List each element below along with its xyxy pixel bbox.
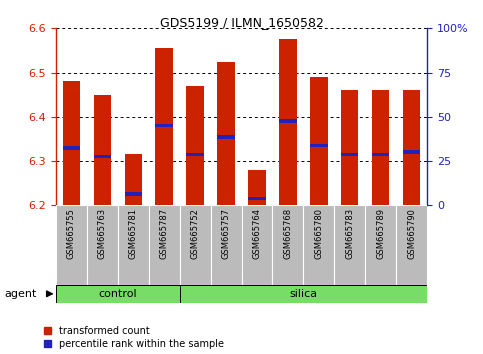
- Bar: [248, 197, 266, 200]
- Bar: [156, 124, 172, 127]
- Bar: [156, 48, 172, 205]
- Legend: transformed count, percentile rank within the sample: transformed count, percentile rank withi…: [43, 326, 224, 349]
- Bar: [186, 153, 203, 156]
- Bar: [125, 193, 142, 196]
- Bar: [366, 205, 397, 285]
- Bar: [403, 150, 421, 154]
- Bar: [86, 205, 117, 285]
- Bar: [180, 285, 427, 303]
- Bar: [372, 90, 389, 205]
- Bar: [280, 119, 297, 123]
- Text: GSM665768: GSM665768: [284, 208, 293, 259]
- Bar: [403, 90, 421, 205]
- Bar: [94, 95, 111, 205]
- Text: GSM665764: GSM665764: [253, 208, 261, 259]
- Bar: [280, 39, 297, 205]
- Bar: [94, 155, 111, 158]
- Text: GSM665790: GSM665790: [408, 208, 416, 258]
- Bar: [56, 285, 180, 303]
- Bar: [56, 205, 86, 285]
- Text: control: control: [98, 289, 137, 299]
- Text: GSM665780: GSM665780: [314, 208, 324, 259]
- Bar: [125, 154, 142, 205]
- Bar: [117, 205, 149, 285]
- Text: GSM665787: GSM665787: [159, 208, 169, 259]
- Bar: [180, 205, 211, 285]
- Bar: [341, 90, 358, 205]
- Text: agent: agent: [5, 289, 37, 299]
- Bar: [211, 205, 242, 285]
- Bar: [397, 205, 427, 285]
- Bar: [372, 153, 389, 156]
- Bar: [311, 77, 327, 205]
- Text: GSM665763: GSM665763: [98, 208, 107, 259]
- Text: GSM665755: GSM665755: [67, 208, 75, 258]
- Bar: [311, 144, 327, 147]
- Text: GSM665783: GSM665783: [345, 208, 355, 259]
- Bar: [217, 62, 235, 205]
- Text: GSM665781: GSM665781: [128, 208, 138, 259]
- Bar: [186, 86, 203, 205]
- Bar: [217, 135, 235, 138]
- Bar: [334, 205, 366, 285]
- Bar: [248, 170, 266, 205]
- Text: GSM665757: GSM665757: [222, 208, 230, 259]
- Text: GSM665752: GSM665752: [190, 208, 199, 258]
- Bar: [62, 81, 80, 205]
- Bar: [62, 146, 80, 150]
- Bar: [242, 205, 272, 285]
- Bar: [341, 153, 358, 156]
- Bar: [303, 205, 334, 285]
- Bar: [149, 205, 180, 285]
- Text: GDS5199 / ILMN_1650582: GDS5199 / ILMN_1650582: [159, 16, 324, 29]
- Text: silica: silica: [289, 289, 317, 299]
- Text: GSM665789: GSM665789: [376, 208, 385, 259]
- Bar: [272, 205, 303, 285]
